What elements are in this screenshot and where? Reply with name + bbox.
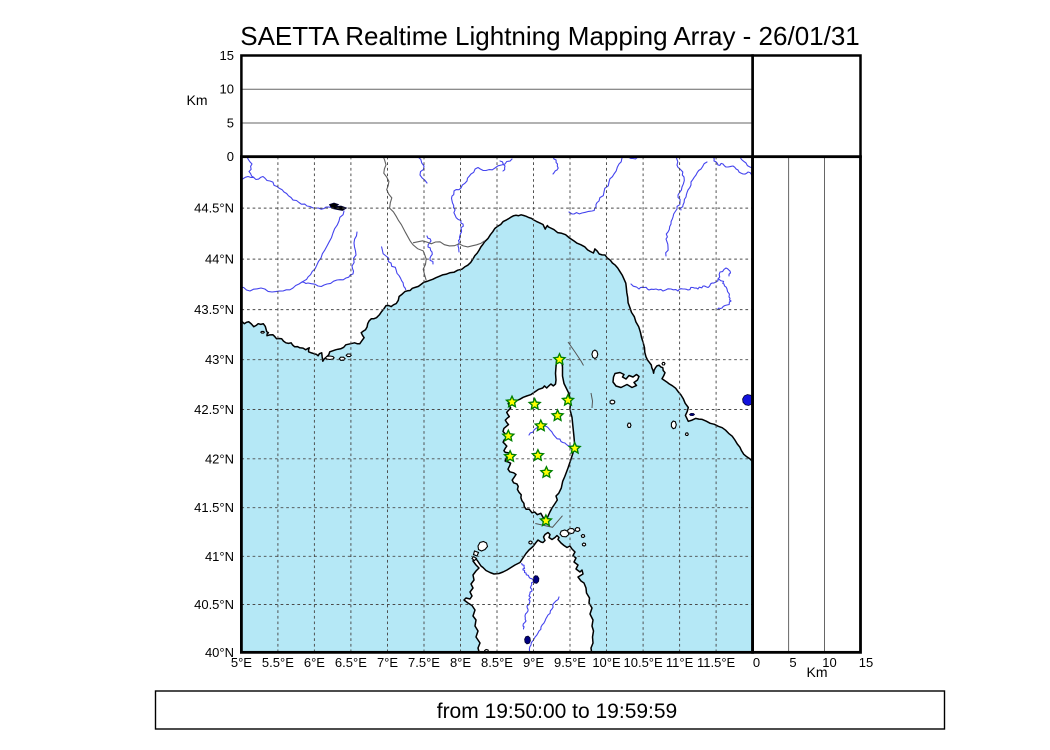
svg-text:40.5°N: 40.5°N (194, 597, 234, 612)
svg-text:44°N: 44°N (205, 252, 234, 267)
svg-text:41.5°N: 41.5°N (194, 500, 234, 515)
svg-text:5.5°E: 5.5°E (262, 655, 294, 670)
svg-text:7.5°E: 7.5°E (408, 655, 440, 670)
svg-text:42.5°N: 42.5°N (194, 402, 234, 417)
svg-text:42°N: 42°N (205, 451, 234, 466)
svg-text:10: 10 (220, 82, 234, 97)
svg-text:Km: Km (807, 664, 828, 680)
svg-text:41°N: 41°N (205, 549, 234, 564)
svg-text:from 19:50:00 to 19:59:59: from 19:50:00 to 19:59:59 (437, 700, 678, 723)
svg-text:44.5°N: 44.5°N (194, 201, 234, 216)
svg-text:SAETTA Realtime Lightning Mapp: SAETTA Realtime Lightning Mapping Array … (240, 21, 860, 51)
svg-text:0: 0 (227, 149, 234, 164)
svg-text:40°N: 40°N (205, 645, 234, 660)
svg-text:10.5°E: 10.5°E (624, 655, 664, 670)
svg-text:15: 15 (220, 48, 234, 63)
svg-text:15: 15 (859, 655, 873, 670)
svg-text:Km: Km (187, 92, 208, 108)
svg-text:8.5°E: 8.5°E (481, 655, 513, 670)
svg-text:8°E: 8°E (450, 655, 471, 670)
svg-text:5: 5 (227, 116, 234, 131)
svg-text:11.5°E: 11.5°E (697, 655, 736, 670)
svg-text:11°E: 11°E (666, 655, 694, 670)
svg-text:7°E: 7°E (377, 655, 398, 670)
svg-text:10: 10 (822, 655, 836, 670)
svg-text:10°E: 10°E (592, 655, 621, 670)
svg-text:43°N: 43°N (205, 352, 234, 367)
svg-text:5: 5 (789, 655, 796, 670)
svg-text:9.5°E: 9.5°E (554, 655, 586, 670)
svg-text:6.5°E: 6.5°E (335, 655, 367, 670)
svg-text:6°E: 6°E (304, 655, 325, 670)
svg-text:9°E: 9°E (523, 655, 544, 670)
svg-text:0: 0 (753, 655, 760, 670)
svg-text:5°E: 5°E (231, 655, 252, 670)
svg-text:43.5°N: 43.5°N (194, 302, 234, 317)
